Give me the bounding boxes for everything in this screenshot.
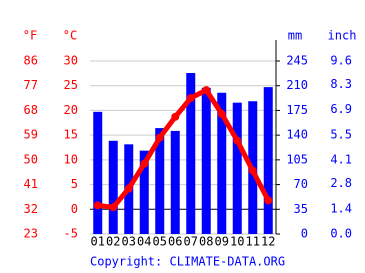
x-tick-label: 03 bbox=[122, 235, 136, 249]
bar bbox=[232, 102, 242, 234]
y3-tick-label: 50 bbox=[24, 152, 38, 166]
bar bbox=[170, 130, 180, 234]
y2-tick-label: 70 bbox=[294, 177, 308, 191]
y-tick-label: 5 bbox=[71, 177, 78, 191]
y3-tick-label: 23 bbox=[24, 227, 38, 241]
y-tick-label: 0 bbox=[71, 202, 78, 216]
y-tick-label: 25 bbox=[64, 78, 78, 92]
y2-tick-label: 210 bbox=[286, 78, 308, 92]
y4-tick-label: 4.1 bbox=[330, 153, 352, 167]
y2-tick-label: 105 bbox=[286, 152, 308, 166]
y-tick-label: -5 bbox=[64, 227, 78, 241]
x-tick-label: 04 bbox=[137, 235, 151, 249]
y-tick-label: 30 bbox=[64, 54, 78, 68]
bar bbox=[139, 150, 149, 234]
y4-tick-label: 1.4 bbox=[330, 201, 352, 215]
line bbox=[97, 87, 271, 210]
fahrenheit-axis-label: °F bbox=[23, 29, 37, 43]
y-tick-label: 10 bbox=[64, 152, 78, 166]
y-tick-label: 15 bbox=[64, 128, 78, 142]
y4-tick-label: 2.8 bbox=[330, 176, 352, 190]
y3-tick-label: 77 bbox=[24, 78, 38, 92]
marker bbox=[186, 94, 195, 103]
copyright: Copyright: CLIMATE-DATA.ORG bbox=[90, 255, 285, 269]
x-tick-label: 11 bbox=[246, 235, 260, 249]
bar bbox=[263, 87, 273, 235]
x-tick-label: 05 bbox=[153, 235, 167, 249]
y3-tick-label: 86 bbox=[24, 54, 38, 68]
marker bbox=[233, 136, 242, 145]
marker bbox=[248, 166, 257, 175]
x-tick-label: 07 bbox=[184, 235, 198, 249]
marker bbox=[155, 133, 164, 142]
inch-axis-label: inch bbox=[328, 29, 357, 43]
x-tick-label: 01 bbox=[91, 235, 105, 249]
marker bbox=[124, 184, 133, 193]
marker bbox=[217, 109, 226, 118]
y3-tick-label: 68 bbox=[24, 103, 38, 117]
bar bbox=[108, 140, 118, 234]
bar bbox=[155, 128, 165, 234]
marker bbox=[93, 201, 102, 210]
x-tick-label: 08 bbox=[199, 235, 213, 249]
y4-tick-label: 8.3 bbox=[330, 77, 352, 91]
y-tick-label: 20 bbox=[64, 103, 78, 117]
y3-tick-label: 41 bbox=[24, 177, 38, 191]
mm-axis-label: mm bbox=[288, 29, 302, 43]
x-tick-label: 06 bbox=[168, 235, 182, 249]
celsius-axis-label: °C bbox=[63, 29, 77, 43]
y2-tick-label: 35 bbox=[294, 202, 308, 216]
bar bbox=[217, 92, 227, 234]
y4-tick-label: 0.0 bbox=[330, 227, 352, 241]
x-tick-label: 10 bbox=[230, 235, 244, 249]
bar bbox=[201, 87, 211, 235]
y4-tick-label: 9.6 bbox=[330, 54, 352, 68]
y3-tick-label: 59 bbox=[24, 128, 38, 142]
y4-tick-label: 5.5 bbox=[330, 127, 352, 141]
y4-tick-label: 6.9 bbox=[330, 102, 352, 116]
marker bbox=[202, 86, 211, 95]
y2-tick-label: 245 bbox=[286, 54, 308, 68]
x-tick-label: 09 bbox=[215, 235, 229, 249]
bar bbox=[93, 111, 103, 234]
y2-tick-label: 140 bbox=[286, 128, 308, 142]
y2-tick-label: 175 bbox=[286, 103, 308, 117]
marker bbox=[264, 196, 273, 205]
marker bbox=[171, 112, 180, 121]
x-tick-label: 12 bbox=[261, 235, 275, 249]
marker bbox=[109, 203, 118, 212]
y2-tick-label: 0 bbox=[301, 227, 308, 241]
y3-tick-label: 32 bbox=[24, 202, 38, 216]
x-tick-label: 02 bbox=[106, 235, 120, 249]
marker bbox=[140, 159, 149, 168]
bar bbox=[186, 73, 196, 234]
